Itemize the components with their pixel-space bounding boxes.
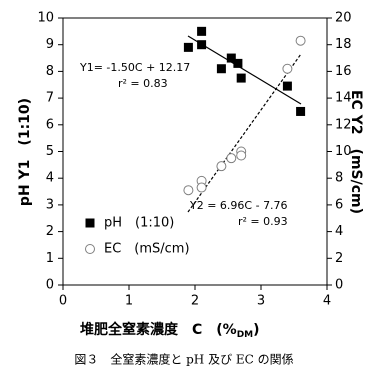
point (216, 161, 227, 172)
point (236, 150, 247, 161)
x-tick-label: 0 (59, 294, 67, 309)
y2-tick-label: 18 (335, 37, 352, 52)
x-axis-label: 堆肥全窒素濃度 C (%DM) (80, 321, 260, 340)
y-tick-label: 8 (46, 64, 54, 79)
point (197, 26, 207, 36)
y-tick-label: 3 (46, 197, 54, 212)
y2-tick-label: 4 (335, 224, 343, 239)
x-axis-label-sub: DM (237, 330, 253, 340)
plot-frame (62, 17, 328, 286)
y2-tick-label: 14 (335, 91, 352, 106)
y-tick-label: 2 (46, 224, 54, 239)
fit-line-ph (187, 35, 302, 105)
annotation: Y1= -1.50C + 12.17 (79, 61, 190, 74)
y2-tick-label: 20 (335, 11, 352, 26)
x-axis-label-main: 堆肥全窒素濃度 C (% (80, 321, 237, 338)
y2-tick-label: 6 (335, 197, 343, 212)
y-tick-label: 7 (46, 91, 54, 106)
legend-marker (85, 218, 95, 228)
point (183, 185, 194, 196)
point (226, 53, 236, 63)
y-tick-label: 1 (46, 251, 54, 266)
legend-marker (85, 244, 95, 254)
y-axis-label: pH Y1 (1:10) (17, 98, 33, 206)
point (216, 64, 226, 74)
x-tick-label: 3 (257, 294, 265, 309)
y-tick-label: 0 (46, 278, 54, 293)
y-tick-label: 10 (37, 11, 54, 26)
point (196, 182, 207, 193)
point (296, 106, 306, 116)
point (226, 153, 237, 164)
annotation: r² = 0.93 (238, 215, 288, 228)
y2-tick-label: 2 (335, 251, 343, 266)
y2-tick-label: 10 (335, 144, 352, 159)
point (282, 81, 292, 91)
x-tick-label: 1 (125, 294, 133, 309)
x-tick-label: 2 (191, 294, 199, 309)
y2-tick-label: 8 (335, 171, 343, 186)
y-tick-label: 9 (46, 37, 54, 52)
point (236, 73, 246, 83)
y2-tick-label: 12 (335, 117, 352, 132)
point (295, 35, 306, 46)
y-tick-label: 6 (46, 117, 54, 132)
y2-axis-label: EC Y2 (mS/cm) (348, 90, 364, 214)
fit-line-ec (187, 53, 302, 213)
point (197, 40, 207, 50)
point (282, 63, 293, 74)
y-tick-label: 4 (46, 171, 54, 186)
x-tick-label: 4 (323, 294, 331, 309)
caption: 図３ 全窒素濃度と pH 及び EC の関係 (74, 352, 293, 367)
y2-tick-label: 16 (335, 64, 352, 79)
y-tick-label: 5 (46, 144, 54, 159)
point (183, 42, 193, 52)
legend-label: EC (mS/cm) (104, 242, 190, 257)
point (233, 58, 243, 68)
annotation: Y2 = 6.96C - 7.76 (189, 199, 288, 212)
annotation: r² = 0.83 (118, 77, 168, 90)
x-axis-label-end: ) (253, 322, 259, 338)
y2-tick-label: 0 (335, 278, 343, 293)
legend-label: pH (1:10) (104, 216, 174, 231)
